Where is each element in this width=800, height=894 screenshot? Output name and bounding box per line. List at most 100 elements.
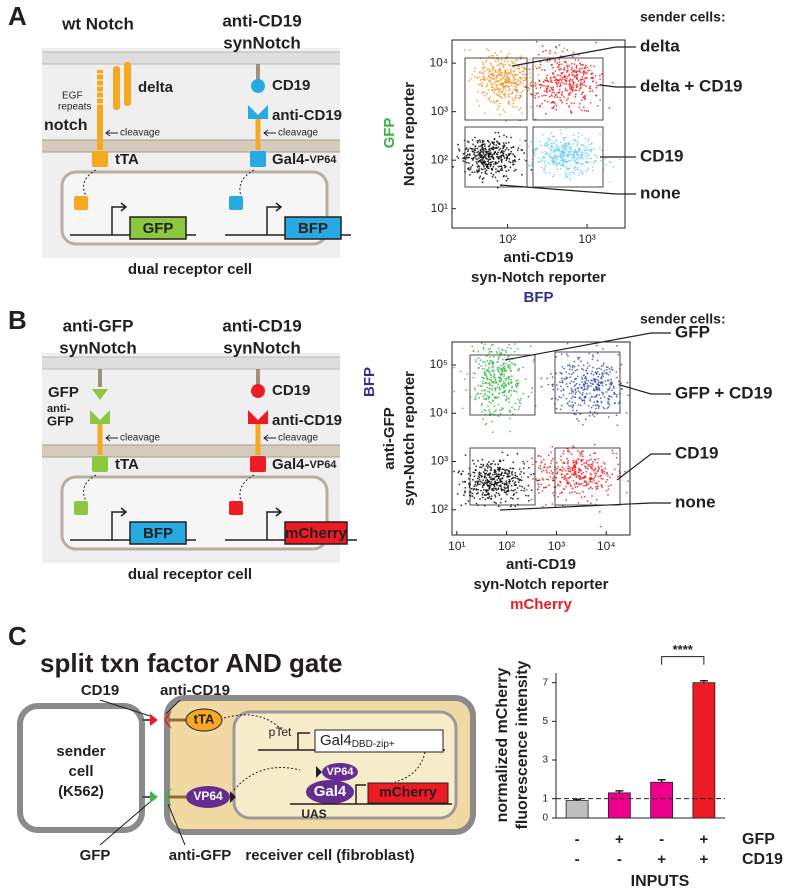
cell-dot bbox=[567, 477, 570, 480]
cell-dot bbox=[476, 154, 479, 157]
cell-dot bbox=[490, 147, 493, 150]
cell-dot bbox=[573, 461, 576, 464]
cell-dot bbox=[503, 489, 506, 492]
cell-dot bbox=[533, 358, 535, 361]
cell-dot bbox=[558, 88, 561, 91]
cell-dot bbox=[546, 471, 548, 474]
cell-dot bbox=[493, 88, 496, 90]
cell-dot bbox=[496, 77, 498, 79]
cell-dot bbox=[479, 71, 481, 73]
cell-dot bbox=[507, 80, 509, 83]
cell-dot bbox=[570, 68, 573, 71]
cell-dot bbox=[478, 145, 480, 148]
cell-dot bbox=[501, 468, 504, 471]
cell-dot bbox=[545, 164, 547, 167]
cell-dot bbox=[481, 376, 483, 379]
cell-dot bbox=[556, 150, 558, 152]
cell-dot bbox=[497, 131, 500, 134]
dotted-arrow bbox=[233, 767, 301, 791]
cell-dot bbox=[481, 146, 484, 149]
cell-dot bbox=[591, 481, 593, 483]
cell-dot bbox=[593, 479, 595, 482]
cell-dot bbox=[497, 368, 500, 371]
cell-dot bbox=[491, 361, 494, 364]
cell-dot bbox=[615, 395, 618, 398]
cell-dot bbox=[508, 92, 511, 95]
cell-dot bbox=[502, 407, 505, 410]
cell-dot bbox=[496, 366, 499, 369]
cell-dot bbox=[508, 153, 511, 156]
cell-dot bbox=[590, 379, 592, 382]
cell-dot bbox=[565, 353, 568, 355]
input-sign: + bbox=[615, 831, 624, 848]
cell-dot bbox=[569, 365, 572, 368]
cell-dot bbox=[571, 473, 573, 476]
cell-dot bbox=[490, 498, 493, 500]
cell-dot bbox=[592, 366, 594, 369]
cell-dot bbox=[479, 79, 482, 81]
cell-dot bbox=[493, 163, 495, 166]
cell-dot bbox=[550, 470, 553, 472]
cell-dot bbox=[495, 99, 498, 102]
cell-dot bbox=[545, 77, 548, 79]
cell-dot bbox=[561, 50, 564, 53]
cell-dot bbox=[608, 160, 611, 163]
cell-dot bbox=[572, 474, 575, 477]
cell-dot bbox=[583, 462, 585, 464]
cell-dot bbox=[592, 162, 595, 165]
legend-title: sender cells: bbox=[640, 311, 726, 327]
cell-dot bbox=[529, 58, 531, 61]
cell-dot bbox=[550, 132, 553, 134]
cell-dot bbox=[595, 372, 598, 374]
cell-dot bbox=[513, 88, 516, 91]
label: UAS bbox=[301, 807, 326, 821]
cell-dot bbox=[499, 478, 502, 480]
cell-dot bbox=[497, 477, 500, 480]
cell-dot bbox=[571, 88, 574, 91]
cell-dot bbox=[542, 458, 545, 461]
cell-dot bbox=[599, 475, 602, 477]
cell-dot bbox=[584, 377, 586, 380]
cell-dot bbox=[608, 181, 611, 184]
cell-dot bbox=[490, 374, 492, 377]
cell-dot bbox=[502, 380, 505, 383]
cell-dot bbox=[572, 445, 574, 447]
cell-dot bbox=[496, 170, 499, 172]
cell-dot bbox=[481, 402, 484, 405]
cell-dot bbox=[471, 459, 474, 462]
cell-dot bbox=[600, 376, 603, 378]
cell-dot bbox=[555, 462, 558, 464]
cell-dot bbox=[574, 89, 577, 92]
cell-dot bbox=[581, 393, 584, 396]
cell-dot bbox=[490, 481, 493, 483]
cell-dot bbox=[594, 404, 597, 407]
cell-dot bbox=[495, 93, 498, 95]
cell-dot bbox=[627, 480, 629, 482]
cell-dot bbox=[481, 493, 484, 496]
cell-dot bbox=[493, 478, 496, 481]
cell-dot bbox=[543, 160, 546, 163]
cell-dot bbox=[498, 113, 501, 116]
cell-dot bbox=[494, 389, 497, 392]
cell-dot bbox=[483, 476, 486, 479]
cell-dot bbox=[572, 364, 574, 367]
cell-dot bbox=[472, 150, 475, 153]
cell-dot bbox=[510, 472, 513, 474]
cell-dot bbox=[498, 386, 501, 388]
y-tick-label: 7 bbox=[542, 677, 548, 688]
cell-dot bbox=[515, 379, 518, 382]
cell-dot bbox=[494, 387, 497, 390]
gate-label: delta + CD19 bbox=[640, 76, 743, 95]
cell-dot bbox=[522, 79, 525, 82]
cell-dot bbox=[471, 74, 474, 76]
cell-dot bbox=[574, 388, 577, 391]
cell-dot bbox=[487, 56, 490, 58]
cell-dot bbox=[553, 96, 556, 98]
cell-dot bbox=[514, 85, 517, 88]
promoter-arrow bbox=[111, 202, 128, 235]
cell-dot bbox=[515, 89, 518, 92]
cell-dot bbox=[556, 85, 559, 88]
cell-dot bbox=[508, 101, 510, 104]
cell-dot bbox=[519, 485, 521, 487]
promoter-arrow bbox=[266, 507, 283, 540]
